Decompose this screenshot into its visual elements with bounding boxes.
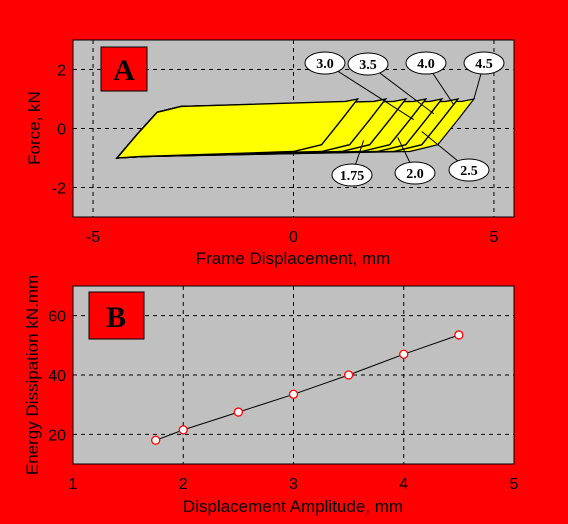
panel-b-tick-labels: 1 2 3 4 5 20 40 60 (48, 309, 518, 493)
panel-b-letter: B (106, 301, 126, 334)
energy-data-point (288, 389, 299, 399)
panel-a-letter-box: A (100, 46, 148, 92)
amplitude-callout-label: 3.5 (359, 58, 377, 73)
amplitude-callout-bubble (304, 51, 346, 75)
panel-a-xlabel: Frame Displacement, mm (196, 249, 391, 268)
amplitude-callout-bubble (347, 52, 389, 76)
panel-a-xtick-label: -5 (86, 229, 100, 246)
energy-data-point (343, 370, 354, 380)
amplitude-callout-label: 2.0 (406, 167, 424, 182)
panel-b-xtick-label: 2 (179, 476, 188, 493)
panel-b-ylabel: Energy Dissipation kN.mm (23, 275, 42, 475)
panel-b-xtick-label: 3 (289, 476, 298, 493)
amplitude-callout-bubble (463, 51, 505, 75)
panel-b-grid (73, 286, 514, 464)
amplitude-callout-label: 4.0 (417, 57, 435, 72)
hysteresis-loop-1-75 (115, 97, 360, 159)
panel-a-ylabel: Force, kN (25, 91, 44, 165)
panel-a-xtick-label: 0 (289, 229, 298, 246)
panel-a-ytick-label: -2 (52, 181, 66, 198)
amplitude-callout-bubble (331, 163, 373, 187)
panel-b-series (151, 330, 464, 445)
panel-a-amplitude-callouts: 3.0 3.5 4.0 4.5 1.75 2.0 2.5 (304, 51, 505, 187)
energy-data-point (454, 330, 464, 340)
panel-b-xtick-label: 5 (510, 476, 519, 493)
energy-data-point (178, 425, 188, 435)
amplitude-callout-bubble (448, 158, 490, 182)
panel-b-xtick-label: 4 (399, 476, 408, 493)
panel-b: 1 2 3 4 5 20 40 60 B Displacement Amplitude, mm… (23, 275, 519, 516)
energy-data-point (151, 435, 161, 445)
panel-b-ytick-label: 40 (48, 368, 66, 385)
amplitude-callout-label: 4.5 (475, 57, 493, 72)
amplitude-callout-leader (324, 62, 415, 121)
panel-a-tick-labels: -5 0 5 -2 0 2 (52, 63, 499, 247)
panel-b-ytick-label: 60 (48, 309, 66, 326)
panel-b-xtick-label: 1 (69, 476, 78, 493)
panel-a-ytick-label: 2 (57, 63, 66, 80)
panel-a-xtick-label: 5 (490, 229, 499, 246)
energy-data-point (233, 407, 244, 417)
amplitude-callout-label: 1.75 (340, 169, 365, 184)
panel-b-ytick-label: 20 (48, 427, 66, 444)
panel-a-letter: A (113, 54, 135, 87)
amplitude-callout-label: 2.5 (460, 164, 478, 179)
amplitude-callout-bubble (394, 161, 436, 185)
panel-b-xlabel: Displacement Amplitude, mm (183, 497, 403, 516)
energy-data-point (399, 349, 409, 359)
panel-a-hysteresis-loops (115, 97, 476, 159)
panel-b-letter-box: B (88, 291, 145, 340)
panel-a: -5 0 5 -2 0 2 A 3.0 3.5 4.0 4.5 1.75 2.0 2.5 Frame … (25, 39, 515, 268)
amplitude-callout-label: 3.0 (316, 57, 334, 72)
panel-a-ytick-label: 0 (57, 122, 66, 139)
amplitude-callout-bubble (405, 51, 447, 75)
